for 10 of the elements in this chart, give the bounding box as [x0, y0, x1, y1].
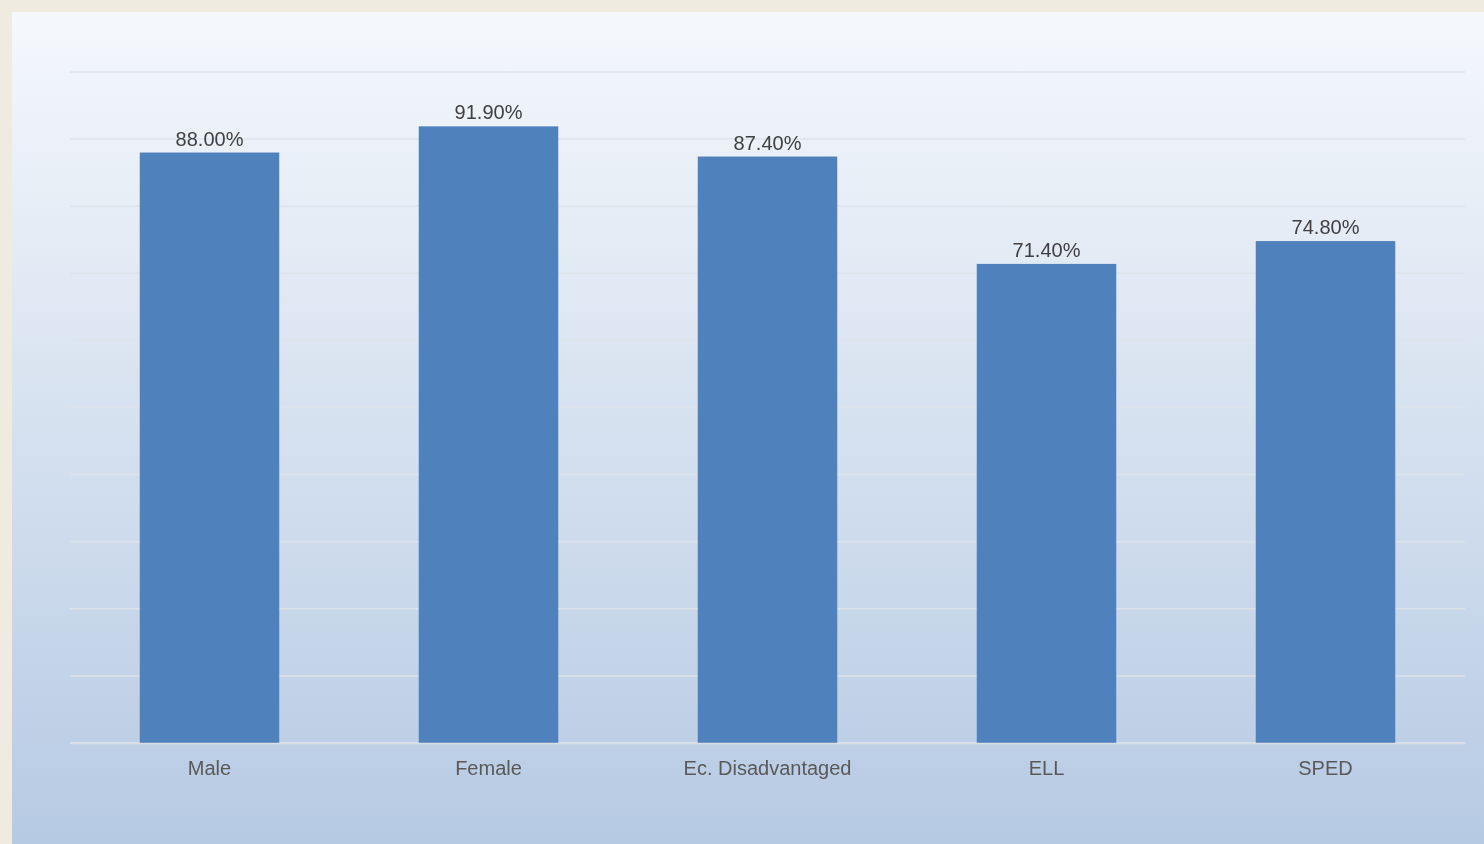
data-label: 71.40%	[1012, 238, 1081, 261]
x-tick-label: ELL	[1028, 757, 1065, 780]
x-tick-label: Female	[455, 757, 522, 780]
x-tick-label: Male	[187, 757, 232, 780]
data-label: 91.90%	[454, 101, 523, 124]
x-tick-label: Ec. Disadvantaged	[683, 757, 852, 780]
data-label: 74.80%	[1291, 216, 1360, 239]
data-label: 88.00%	[175, 127, 244, 150]
x-tick-label: SPED	[1298, 757, 1353, 780]
data-label: 87.40%	[733, 131, 802, 154]
